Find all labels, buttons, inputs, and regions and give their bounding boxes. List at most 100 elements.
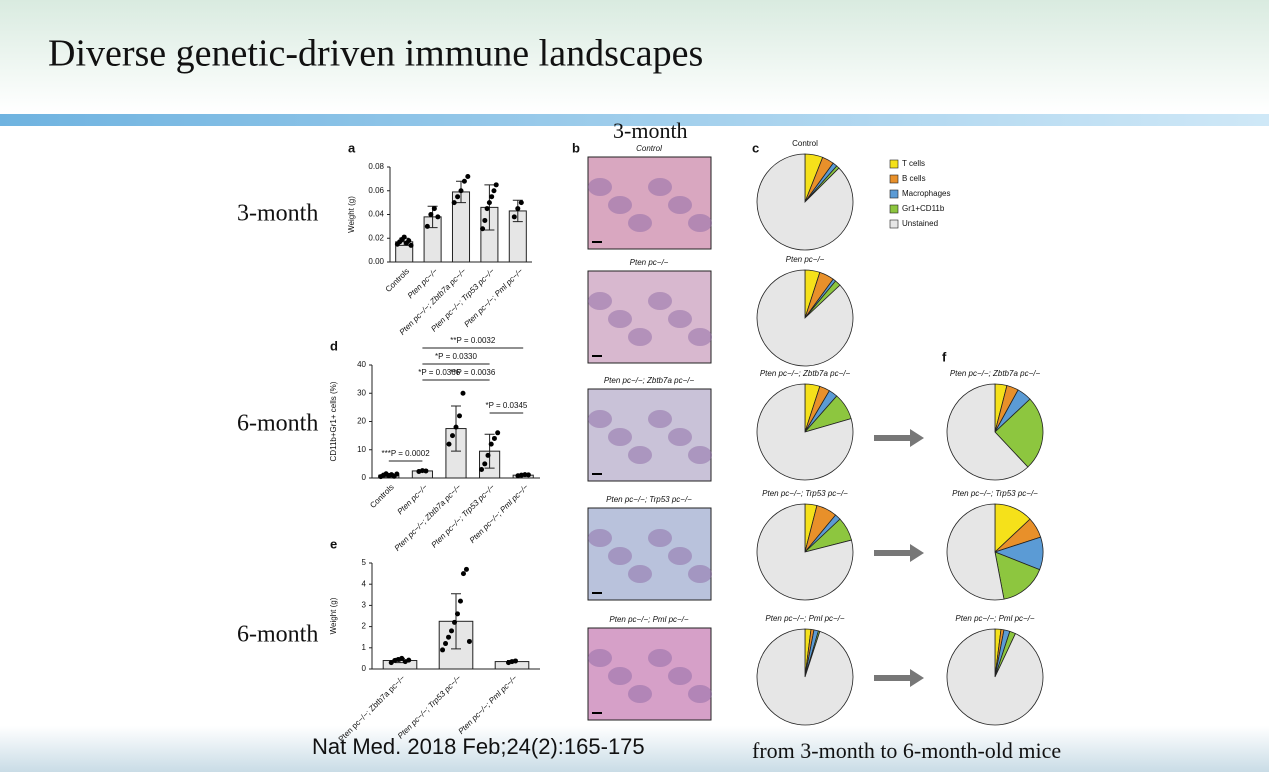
- y-tick-label: 4: [362, 579, 367, 588]
- micrograph: [587, 270, 712, 364]
- data-point: [457, 413, 462, 419]
- row-label: 6-month: [237, 622, 318, 648]
- header-rule: [0, 114, 1269, 126]
- data-point: [525, 472, 531, 478]
- panel-label: f: [942, 349, 947, 364]
- data-point: [491, 188, 497, 194]
- data-point: [485, 452, 491, 458]
- y-tick-label: 30: [357, 388, 366, 397]
- data-point: [431, 206, 437, 212]
- y-tick-label: 40: [357, 360, 366, 369]
- legend-swatch: [889, 219, 899, 229]
- data-point: [450, 433, 455, 439]
- tissue: [628, 328, 652, 346]
- tissue: [608, 547, 632, 565]
- data-point: [493, 182, 499, 188]
- y-axis-title: Weight (g): [329, 597, 338, 634]
- p-value: *P = 0.0345: [485, 401, 527, 410]
- panel-label: b: [572, 140, 580, 155]
- legend-label: Macrophages: [902, 189, 950, 198]
- data-point: [511, 214, 517, 220]
- tissue: [648, 410, 672, 428]
- y-tick-label: 0: [362, 473, 367, 482]
- legend-swatch: [889, 159, 899, 169]
- slide-title: Diverse genetic-driven immune landscapes: [48, 33, 703, 75]
- data-point: [461, 178, 467, 184]
- pie-title: Pten pc−/−; Pml pc−/−: [765, 614, 844, 623]
- data-point: [458, 188, 464, 194]
- data-point: [449, 628, 455, 634]
- data-point: [440, 647, 446, 653]
- data-point: [446, 634, 452, 640]
- tissue: [588, 649, 612, 667]
- y-tick-label: 0.06: [368, 186, 384, 195]
- y-tick-label: 1: [362, 643, 367, 652]
- tissue: [668, 310, 692, 328]
- micrograph-title: Pten pc−/−; Trp53 pc−/−: [606, 495, 692, 504]
- data-point: [479, 467, 485, 473]
- p-value: **P = 0.0036: [450, 368, 496, 377]
- data-point: [446, 441, 452, 447]
- tissue: [688, 446, 712, 464]
- data-point: [486, 200, 492, 206]
- scale-bar: [592, 241, 602, 243]
- data-point: [460, 390, 466, 396]
- micrograph-title: Pten pc−/−; Zbtb7a pc−/−: [604, 376, 695, 385]
- y-tick-label: 20: [357, 417, 366, 426]
- legend-label: Gr1+CD11b: [902, 204, 945, 213]
- y-axis-title: Weight (g): [347, 196, 356, 233]
- pie-title: Pten pc−/−; Zbtb7a pc−/−: [760, 369, 851, 378]
- tissue: [628, 565, 652, 583]
- data-point: [463, 566, 469, 572]
- micrograph: [587, 156, 712, 250]
- pie-title: Pten pc−/−: [786, 255, 825, 264]
- p-value: *P = 0.0330: [435, 352, 477, 361]
- tissue: [688, 214, 712, 232]
- tissue: [668, 196, 692, 214]
- data-point: [466, 638, 472, 644]
- data-point: [488, 441, 494, 447]
- data-point: [518, 200, 524, 206]
- panel-label: c: [752, 140, 759, 155]
- micrograph-heading: 3-month: [613, 118, 688, 143]
- data-point: [423, 468, 429, 474]
- y-tick-label: 0.02: [368, 233, 384, 242]
- data-point: [453, 424, 459, 430]
- data-point: [401, 234, 407, 240]
- header-band: [0, 0, 1269, 112]
- legend-swatch: [889, 189, 899, 199]
- y-tick-label: 2: [362, 622, 367, 631]
- scale-bar: [592, 355, 602, 357]
- panel-label: d: [330, 338, 338, 353]
- pie-title: Control: [792, 139, 818, 148]
- data-point: [495, 430, 501, 436]
- tissue: [608, 310, 632, 328]
- tissue: [688, 565, 712, 583]
- data-point: [491, 435, 497, 441]
- p-value: ***P = 0.0002: [382, 449, 431, 458]
- y-tick-label: 0: [362, 664, 367, 673]
- scale-bar: [592, 712, 602, 714]
- micrograph: [587, 627, 712, 721]
- p-value: *P = 0.0366: [418, 368, 460, 377]
- data-point: [465, 174, 471, 179]
- pie-slice: [946, 383, 1029, 481]
- data-point: [406, 238, 412, 244]
- data-point: [406, 657, 412, 663]
- scale-bar: [592, 473, 602, 475]
- tissue: [588, 178, 612, 196]
- tissue: [608, 428, 632, 446]
- data-point: [484, 206, 490, 212]
- data-point: [399, 655, 405, 661]
- micrograph-title: Control: [636, 144, 662, 153]
- pie-title: Pten pc−/−; Trp53 pc−/−: [762, 489, 848, 498]
- tissue: [588, 292, 612, 310]
- pie-slice: [756, 153, 854, 251]
- data-point: [394, 471, 400, 477]
- panel-label: e: [330, 536, 337, 551]
- citation: Nat Med. 2018 Feb;24(2):165-175: [312, 734, 645, 759]
- data-point: [482, 461, 488, 467]
- tissue: [668, 667, 692, 685]
- pie-title: Pten pc−/−; Pml pc−/−: [955, 614, 1034, 623]
